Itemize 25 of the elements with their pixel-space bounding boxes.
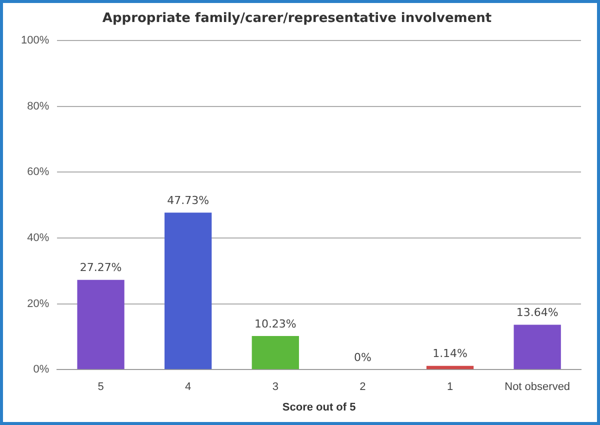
data-label: 10.23% [254, 317, 296, 330]
y-tick-label: 0% [33, 364, 50, 376]
x-tick-label: 4 [185, 381, 192, 394]
data-label: 1.14% [432, 347, 468, 360]
y-tick-label: 40% [27, 232, 50, 244]
bar [514, 324, 561, 370]
data-label: 0% [354, 350, 372, 364]
data-label: 13.64% [516, 306, 558, 320]
bar [426, 366, 474, 370]
x-tick-label: Not observed [504, 381, 570, 394]
bar [252, 336, 299, 370]
x-tick-label: 2 [360, 381, 366, 394]
data-label: 47.73% [167, 194, 210, 207]
x-tick-label: 5 [98, 381, 104, 394]
x-axis-title: Score out of 5 [282, 401, 356, 414]
y-tick-label: 60% [27, 166, 50, 178]
data-label: 27.27% [80, 261, 122, 274]
y-tick-label: 20% [27, 298, 50, 310]
x-tick-label: 3 [272, 381, 278, 394]
bar [164, 212, 212, 370]
y-tick-label: 100% [20, 34, 50, 47]
chart-title: Appropriate family/carer/representative involvement [102, 11, 492, 26]
y-tick-label: 80% [27, 100, 50, 112]
bar [77, 280, 124, 370]
x-tick-label: 1 [446, 381, 454, 394]
